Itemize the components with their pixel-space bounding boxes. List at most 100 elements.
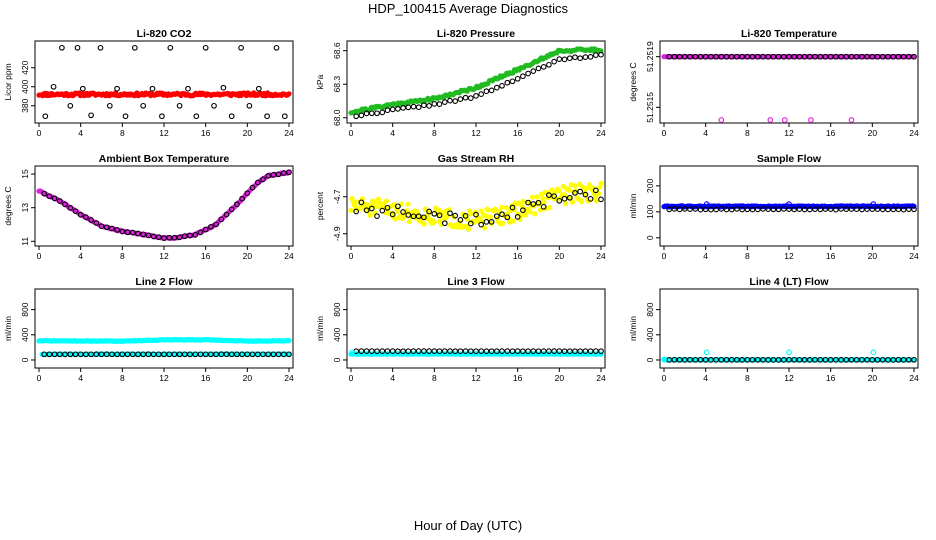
data-point bbox=[885, 206, 891, 213]
series-black-1 bbox=[666, 53, 917, 60]
data-point bbox=[864, 206, 870, 212]
y-tick-label: 15 bbox=[20, 169, 30, 179]
data-point bbox=[483, 88, 490, 95]
data-point bbox=[208, 351, 214, 358]
data-point bbox=[905, 356, 912, 363]
data-point bbox=[354, 199, 360, 205]
data-point bbox=[280, 351, 287, 358]
data-point bbox=[286, 91, 292, 97]
data-point bbox=[395, 348, 401, 355]
x-tick-label: 12 bbox=[784, 128, 794, 138]
x-tick-label: 4 bbox=[78, 128, 83, 138]
data-point bbox=[59, 44, 65, 51]
data-point bbox=[220, 84, 227, 91]
data-point bbox=[583, 186, 589, 192]
data-point bbox=[838, 53, 844, 60]
data-point bbox=[587, 348, 594, 355]
data-point bbox=[462, 213, 469, 219]
data-point bbox=[265, 351, 272, 358]
data-point bbox=[560, 183, 566, 189]
y-tick-label: 800 bbox=[20, 302, 30, 316]
data-point bbox=[566, 194, 573, 201]
data-point bbox=[687, 206, 693, 212]
x-tick-label: 12 bbox=[471, 128, 481, 138]
data-point bbox=[270, 172, 277, 178]
data-point bbox=[739, 206, 745, 213]
data-point bbox=[436, 348, 443, 355]
data-point bbox=[499, 211, 505, 218]
data-point bbox=[801, 53, 808, 60]
data-point bbox=[692, 206, 699, 212]
data-point bbox=[749, 53, 756, 60]
plot-frame bbox=[659, 288, 919, 369]
data-point bbox=[780, 357, 787, 363]
data-point bbox=[119, 228, 126, 235]
data-point bbox=[415, 348, 422, 354]
data-point bbox=[421, 214, 427, 221]
series-black-1 bbox=[41, 169, 292, 241]
data-point bbox=[843, 356, 850, 363]
data-point bbox=[447, 210, 453, 217]
data-point bbox=[487, 214, 493, 220]
data-point bbox=[885, 53, 891, 60]
data-point bbox=[900, 357, 907, 363]
data-point bbox=[368, 205, 375, 212]
data-point bbox=[181, 233, 188, 239]
data-point bbox=[874, 53, 881, 60]
data-point bbox=[587, 54, 594, 60]
data-point bbox=[131, 44, 138, 51]
data-point bbox=[530, 348, 537, 354]
data-point bbox=[467, 348, 474, 355]
data-point bbox=[770, 357, 777, 363]
data-point bbox=[514, 348, 521, 354]
data-point bbox=[466, 226, 472, 232]
data-point bbox=[67, 205, 74, 211]
data-point bbox=[561, 195, 568, 202]
data-point bbox=[228, 206, 235, 213]
data-point bbox=[379, 109, 386, 116]
data-point bbox=[106, 102, 113, 109]
data-point bbox=[187, 351, 193, 358]
data-point bbox=[74, 44, 81, 51]
data-point bbox=[566, 55, 573, 62]
x-tick-label: 8 bbox=[745, 373, 750, 383]
panel-0: Li-820 CO2 Licor ppm 0 4 8 12 16 20 24 380 400 420 bbox=[3, 28, 294, 138]
data-point bbox=[853, 53, 860, 60]
y-axis-label: kPa bbox=[315, 74, 325, 89]
data-point bbox=[885, 357, 891, 363]
data-point bbox=[833, 53, 839, 60]
data-point bbox=[870, 349, 877, 356]
panel-title: Line 4 (LT) Flow bbox=[749, 276, 829, 288]
x-tick-label: 4 bbox=[390, 373, 395, 383]
data-point bbox=[598, 51, 604, 58]
data-point bbox=[410, 348, 417, 354]
data-point bbox=[869, 206, 876, 212]
x-tick-label: 20 bbox=[868, 251, 878, 261]
data-point bbox=[525, 348, 531, 355]
data-point bbox=[572, 190, 578, 196]
data-point bbox=[197, 229, 204, 236]
data-point bbox=[161, 235, 167, 241]
data-point bbox=[239, 195, 245, 202]
data-point bbox=[140, 231, 147, 238]
data-point bbox=[51, 351, 58, 358]
data-point bbox=[551, 58, 557, 65]
data-point bbox=[72, 351, 79, 358]
data-point bbox=[140, 351, 147, 358]
panel-title: Line 2 Flow bbox=[135, 276, 193, 288]
data-point bbox=[213, 351, 219, 358]
y-tick-label: 400 bbox=[645, 327, 655, 341]
data-point bbox=[452, 348, 459, 355]
x-tick-label: 0 bbox=[349, 373, 354, 383]
data-point bbox=[202, 351, 209, 358]
data-point bbox=[410, 213, 417, 220]
data-point bbox=[582, 348, 589, 354]
y-axis-label: degrees C bbox=[628, 62, 638, 101]
y-tick-label: 400 bbox=[20, 79, 30, 93]
data-point bbox=[692, 356, 699, 363]
data-point bbox=[718, 117, 725, 123]
x-tick-label: 12 bbox=[159, 251, 169, 261]
data-point bbox=[801, 206, 808, 213]
data-point bbox=[171, 234, 178, 241]
data-point bbox=[462, 94, 469, 101]
